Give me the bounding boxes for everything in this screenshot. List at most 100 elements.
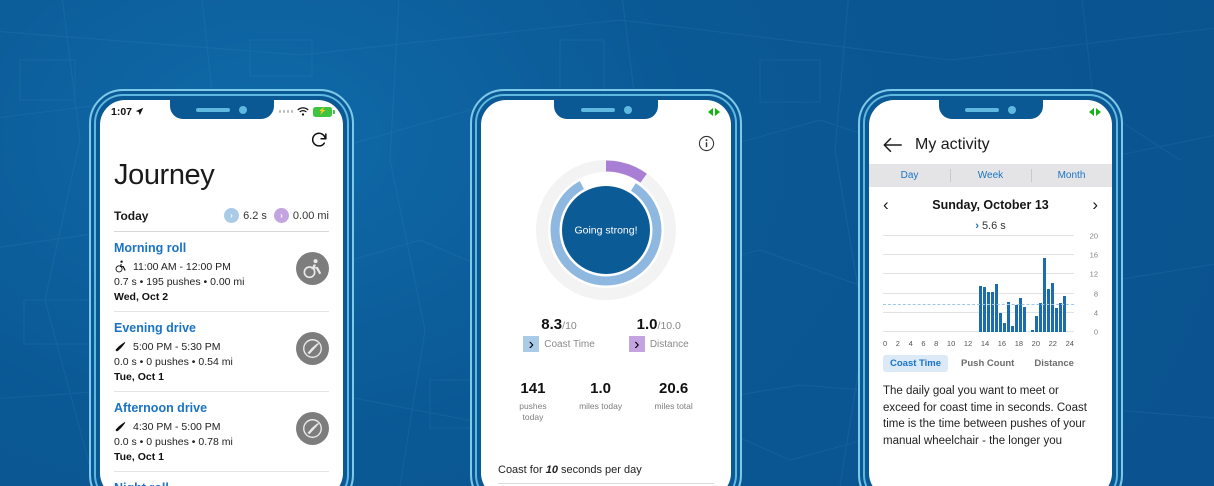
- chart-x-tick-label: 12: [963, 339, 973, 348]
- tab-week[interactable]: Week: [950, 164, 1031, 187]
- chart-bar: [990, 292, 995, 332]
- activity-status-bar: [869, 100, 1112, 123]
- chart-x-tick-label: 8: [934, 339, 939, 348]
- total-miles-total: 20.6 miles total: [655, 380, 693, 422]
- phone-notch: [554, 100, 658, 119]
- chart-x-tick-label: 16: [997, 339, 1007, 348]
- journey-entry-date: Tue, Oct 1: [114, 451, 164, 463]
- chart-y-tick-label: 16: [1089, 250, 1098, 260]
- distance-score-max: /10.0: [657, 320, 681, 332]
- journey-entry-time: 4:30 PM - 5:00 PM: [133, 420, 221, 433]
- list-item[interactable]: Morning roll 11:00 AM - 12:00 PM 0.7 s •…: [114, 232, 329, 312]
- chart-bar: [998, 313, 1003, 332]
- goal-slider[interactable]: 15: [498, 483, 714, 486]
- distance-score: 1.0/10.0: [629, 316, 689, 333]
- chart-bar: [1050, 283, 1054, 332]
- distance-icon: ›: [628, 336, 645, 353]
- metric-tab-push-count[interactable]: Push Count: [961, 358, 1015, 369]
- activity-bar-chart[interactable]: 0 4 8 12 16 20 0 2 4 6 8 10 12 14 16 18 20 22 24: [875, 232, 1098, 348]
- journey-entry-title: Night roll: [114, 481, 329, 486]
- score-distance[interactable]: 1.0/10.0 › Distance: [628, 316, 689, 353]
- chart-bar: [1030, 329, 1035, 332]
- distance-score-value: 1.0: [636, 316, 658, 333]
- status-time: 1:07: [111, 105, 133, 118]
- chart-bar: [1034, 315, 1039, 332]
- journey-entry-title: Morning roll: [114, 241, 187, 255]
- tab-day[interactable]: Day: [900, 170, 919, 181]
- screen-connected-icon: [708, 107, 720, 116]
- info-circle-icon[interactable]: [698, 135, 715, 152]
- distance-label: Distance: [649, 338, 689, 350]
- chart-y-tick-label: 20: [1089, 231, 1098, 241]
- list-item[interactable]: Night roll: [114, 472, 329, 486]
- journey-status-bar: 1:07 ⚡: [100, 100, 343, 123]
- chevron-right-icon[interactable]: ›: [1092, 195, 1098, 214]
- total-pushes-today: 141 pushes today: [519, 380, 546, 422]
- chart-bar: [1062, 295, 1066, 332]
- chart-gridline: [883, 254, 1074, 256]
- coast-time-score-value: 8.3: [541, 316, 563, 333]
- chevron-right-small-icon: ›: [975, 220, 979, 232]
- chart-plot-area: [883, 235, 1074, 332]
- journey-toolbar: [114, 123, 329, 149]
- today-distance-value: 0.00 mi: [292, 209, 329, 222]
- signal-dots-icon: [278, 110, 293, 113]
- back-arrow-icon[interactable]: [883, 137, 902, 153]
- chart-gridline: [883, 292, 1074, 294]
- screen-connected-icon: [1089, 107, 1101, 116]
- metric-tab-distance[interactable]: Distance: [1034, 358, 1074, 369]
- phone-notch: [938, 100, 1043, 119]
- journey-entry-time-row: 11:00 AM - 12:00 PM: [114, 260, 329, 273]
- chart-x-tick-label: 4: [908, 339, 913, 348]
- chart-bar: [986, 291, 991, 332]
- chevron-left-icon[interactable]: ‹: [883, 195, 889, 214]
- total-miles-total-value: 20.6: [659, 380, 689, 397]
- goal-amount[interactable]: 10: [545, 464, 558, 476]
- chart-gridline: [883, 311, 1074, 313]
- chart-bar: [982, 286, 987, 332]
- chart-bar: [1058, 302, 1062, 332]
- coast-summary: › 5.6 s: [869, 220, 1112, 236]
- chart-bar: [1054, 308, 1058, 332]
- goal-prefix: Coast for: [498, 464, 543, 476]
- tab-month[interactable]: Month: [1031, 164, 1112, 187]
- journey-screen: 1:07 ⚡ Journey: [100, 100, 343, 486]
- today-summary-row: Today › 6.2 s › 0.00 mi: [114, 208, 329, 232]
- coast-time-icon: ›: [224, 208, 240, 223]
- journey-entry-metrics: 0.0 s • 0 pushes • 0.78 mi: [114, 436, 233, 448]
- coast-time-icon: ›: [523, 336, 540, 353]
- total-miles-today-label: miles today: [579, 401, 623, 411]
- notch-speaker-icon: [196, 107, 230, 112]
- list-item[interactable]: Afternoon drive 4:30 PM - 5:00 PM 0.0 s …: [114, 392, 329, 472]
- dashboard-totals: 141 pushes today 1.0 miles today 20.6 mi…: [481, 380, 731, 422]
- progress-ring-container: Going strong!: [481, 156, 731, 304]
- total-miles-total-label: miles total: [654, 401, 693, 411]
- notch-camera-icon: [1008, 105, 1016, 114]
- chart-x-tick-label: 10: [946, 339, 956, 348]
- total-miles-today: 1.0 miles today: [579, 380, 622, 422]
- today-coast-time-chip[interactable]: › 6.2 s: [224, 208, 267, 223]
- chart-bar: [1018, 298, 1023, 332]
- wifi-icon: [297, 107, 309, 116]
- chart-gridline: [883, 331, 1074, 332]
- list-item[interactable]: Evening drive 5:00 PM - 5:30 PM 0.0 s • …: [114, 312, 329, 392]
- score-coast-time[interactable]: 8.3/10 › Coast Time: [523, 316, 595, 353]
- chart-bar: [1002, 323, 1007, 332]
- phone-notch: [169, 100, 274, 119]
- drive-icon: [296, 332, 329, 365]
- today-distance-chip[interactable]: › 0.00 mi: [273, 208, 329, 223]
- chart-x-tick-label: 24: [1065, 339, 1074, 348]
- chart-bar: [1006, 302, 1011, 332]
- metric-tab-coast-time[interactable]: Coast Time: [883, 355, 949, 372]
- car-icon: [115, 421, 126, 432]
- chart-x-tick-label: 20: [1031, 339, 1041, 348]
- chart-x-tick-label: 2: [895, 339, 900, 348]
- activity-screen: My activity Day Week Month ‹ Sunday, Oct…: [869, 100, 1112, 486]
- refresh-icon[interactable]: [310, 130, 329, 149]
- chart-x-tick-label: 18: [1014, 339, 1024, 348]
- date-navigator: ‹ Sunday, October 13 ›: [869, 187, 1112, 220]
- car-icon: [115, 341, 126, 352]
- daily-goal-text: Coast for 10 seconds per day: [498, 464, 714, 483]
- total-miles-today-value: 1.0: [590, 380, 611, 397]
- journey-entry-time-row: 5:00 PM - 5:30 PM: [114, 340, 329, 353]
